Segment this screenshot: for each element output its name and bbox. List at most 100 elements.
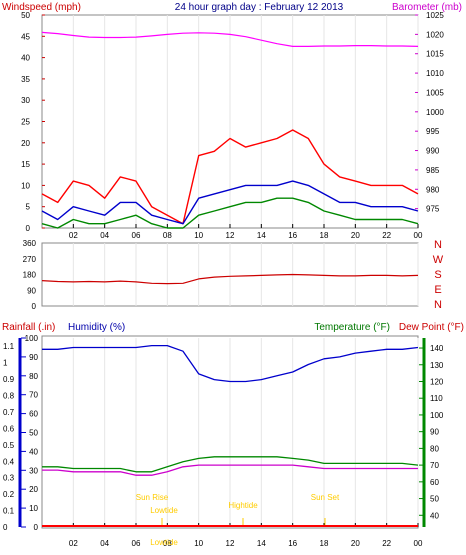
- wind-barometer-panel: Windspeed (mph) 24 hour graph day : Febr…: [2, 2, 462, 240]
- windspeed-tick-label: 0: [26, 224, 31, 233]
- windspeed-ticks: 0 5 10 15 20 25 30 35 40 45 50: [21, 11, 45, 233]
- rainfall-tick-label: 1: [3, 359, 8, 368]
- temperature-tick-label: 70: [430, 461, 439, 470]
- barometer-tick-label: 1025: [426, 11, 444, 20]
- humidity-tick-label: 90: [29, 353, 38, 362]
- windspeed-tick-label: 20: [21, 139, 30, 148]
- rainfall-tick-label: 0.8: [3, 392, 15, 401]
- sunset-annotation: Sun Set: [311, 493, 340, 502]
- compass-label: E: [434, 284, 441, 296]
- direction-tick-label: 270: [23, 255, 37, 264]
- temperature-tick-label: 80: [430, 444, 439, 453]
- humidity-tick-label: 10: [29, 504, 38, 513]
- humidity-ticks: 0 10 20 30 40 50 60 70 80 90 100: [21, 334, 39, 532]
- windspeed-tick-label: 35: [21, 75, 30, 84]
- temperature-axis-label: Temperature (°F): [314, 322, 390, 333]
- humidity-hour-tick-label: 02: [69, 539, 78, 548]
- rainfall-tick-label: 0.2: [3, 490, 15, 499]
- barometer-tick-label: 995: [426, 127, 440, 136]
- direction-line: [41, 273, 419, 285]
- humidity-hour-tick-label: 22: [382, 539, 391, 548]
- humidity-hour-tick-label: 10: [194, 539, 203, 548]
- temperature-tick-label: 50: [430, 495, 439, 504]
- direction-ticks: 0 90 180 270 360: [23, 239, 37, 311]
- barometer-tick-label: 990: [426, 147, 440, 156]
- windspeed-tick-label: 10: [21, 181, 30, 190]
- temperature-tick-label: 90: [430, 428, 439, 437]
- rainfall-tick-label: 0.6: [3, 424, 15, 433]
- humidity-hour-tick-label: 18: [320, 539, 329, 548]
- hightide-annotation: Hightide: [228, 501, 258, 510]
- humidity-axis-label: Humidity (%): [68, 322, 125, 333]
- compass-label: N: [434, 239, 442, 251]
- barometer-tick-label: 1015: [426, 50, 444, 59]
- temperature-tick-label: 140: [430, 344, 444, 353]
- rainfall-tick-label: 0: [3, 523, 8, 532]
- humidity-tick-label: 70: [29, 391, 38, 400]
- wind-series: [41, 31, 419, 229]
- humidity-line: [42, 344, 419, 383]
- humidity-hour-tick-label: 14: [257, 539, 266, 548]
- temperature-tick-label: 130: [430, 361, 444, 370]
- barometer-tick-label: 975: [426, 205, 440, 214]
- rainfall-ticks: 0 0.1 0.2 0.3 0.4 0.5 0.6 0.7 0.8 0.9 1 1.1: [3, 342, 15, 532]
- humidity-hour-tick-label: 16: [288, 539, 297, 548]
- windspeed-tick-label: 5: [26, 203, 31, 212]
- humidity-series: [42, 344, 419, 527]
- rainfall-tick-label: 1.1: [3, 342, 15, 351]
- temperature-line: [42, 456, 419, 473]
- windspeed-tick-label: 40: [21, 54, 30, 63]
- wind-hour-tick-label: 02: [69, 231, 78, 240]
- humidity-temperature-panel: Rainfall (.in) Humidity (%) Temperature …: [2, 322, 464, 548]
- compass-label: S: [434, 269, 441, 281]
- compass-label: W: [433, 254, 444, 266]
- humidity-hour-tick-label: 06: [132, 539, 141, 548]
- humidity-hour-tick-label: 08: [163, 539, 172, 548]
- humidity-tick-label: 50: [29, 429, 38, 438]
- wind-line: [41, 197, 419, 229]
- wind-hour-tick-label: 00: [414, 231, 423, 240]
- direction-series: [41, 273, 419, 285]
- barometer-line: [41, 31, 419, 48]
- wind-hour-tick-label: 18: [320, 231, 329, 240]
- wind-hour-tick-label: 16: [288, 231, 297, 240]
- wind-hour-tick-label: 20: [351, 231, 360, 240]
- barometer-tick-label: 1000: [426, 108, 444, 117]
- avg-line: [41, 180, 419, 225]
- direction-tick-label: 180: [23, 271, 37, 280]
- rainfall-tick-label: 0.3: [3, 474, 15, 483]
- wind-hour-ticks: 02 04 06 08 10 12 14 16 18 20 22 00: [69, 224, 423, 240]
- humidity-hour-tick-label: 00: [414, 539, 423, 548]
- windspeed-tick-label: 45: [21, 32, 30, 41]
- dew-point-axis-label: Dew Point (°F): [399, 322, 464, 333]
- rainfall-tick-label: 0.1: [3, 507, 15, 516]
- barometer-tick-label: 1005: [426, 88, 444, 97]
- dew-line: [42, 464, 418, 476]
- temperature-tick-label: 60: [430, 478, 439, 487]
- direction-tick-label: 0: [32, 302, 37, 311]
- windspeed-tick-label: 15: [21, 160, 30, 169]
- wind-grid: [72, 15, 419, 228]
- wind-hour-tick-label: 12: [226, 231, 235, 240]
- humidity-grid: [72, 338, 419, 527]
- wind-hour-tick-label: 08: [163, 231, 172, 240]
- windspeed-tick-label: 50: [21, 11, 30, 20]
- humidity-tick-label: 20: [29, 485, 38, 494]
- windspeed-tick-label: 25: [21, 118, 30, 127]
- rainfall-tick-label: 0.7: [3, 408, 15, 417]
- humidity-hour-tick-label: 12: [226, 539, 235, 548]
- barometer-tick-label: 1020: [426, 30, 444, 39]
- sunrise-annotation: Sun Rise: [136, 493, 169, 502]
- humidity-hour-tick-label: 04: [100, 539, 109, 548]
- humidity-tick-label: 80: [29, 372, 38, 381]
- gust-line: [41, 129, 419, 225]
- lowtide-annotation: Lowtide: [150, 506, 178, 515]
- rainfall-tick-label: 0.9: [3, 375, 15, 384]
- lowtide-annotation-bottom: Lowtide: [150, 538, 178, 547]
- humidity-tick-label: 60: [29, 410, 38, 419]
- wind-hour-tick-label: 04: [100, 231, 109, 240]
- temperature-tick-label: 120: [430, 377, 444, 386]
- humidity-tick-label: 100: [25, 334, 39, 343]
